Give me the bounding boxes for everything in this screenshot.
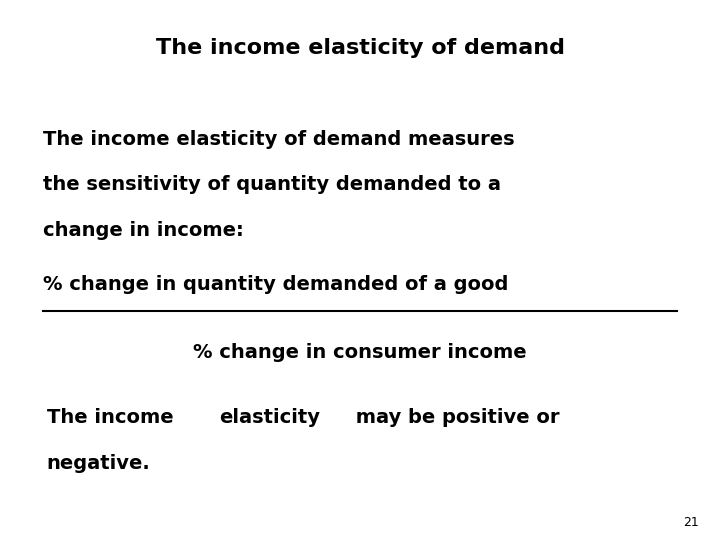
Text: The income: The income xyxy=(47,408,180,427)
Text: The income elasticity of demand: The income elasticity of demand xyxy=(156,38,564,58)
Text: the sensitivity of quantity demanded to a: the sensitivity of quantity demanded to … xyxy=(43,176,501,194)
Text: negative.: negative. xyxy=(47,454,150,472)
Text: 21: 21 xyxy=(683,516,698,529)
Text: elasticity: elasticity xyxy=(219,408,320,427)
Text: % change in quantity demanded of a good: % change in quantity demanded of a good xyxy=(43,275,508,294)
Text: change in income:: change in income: xyxy=(43,221,244,240)
Text: % change in consumer income: % change in consumer income xyxy=(193,343,527,362)
Text: The income elasticity of demand measures: The income elasticity of demand measures xyxy=(43,130,515,148)
Text: may be positive or: may be positive or xyxy=(349,408,559,427)
